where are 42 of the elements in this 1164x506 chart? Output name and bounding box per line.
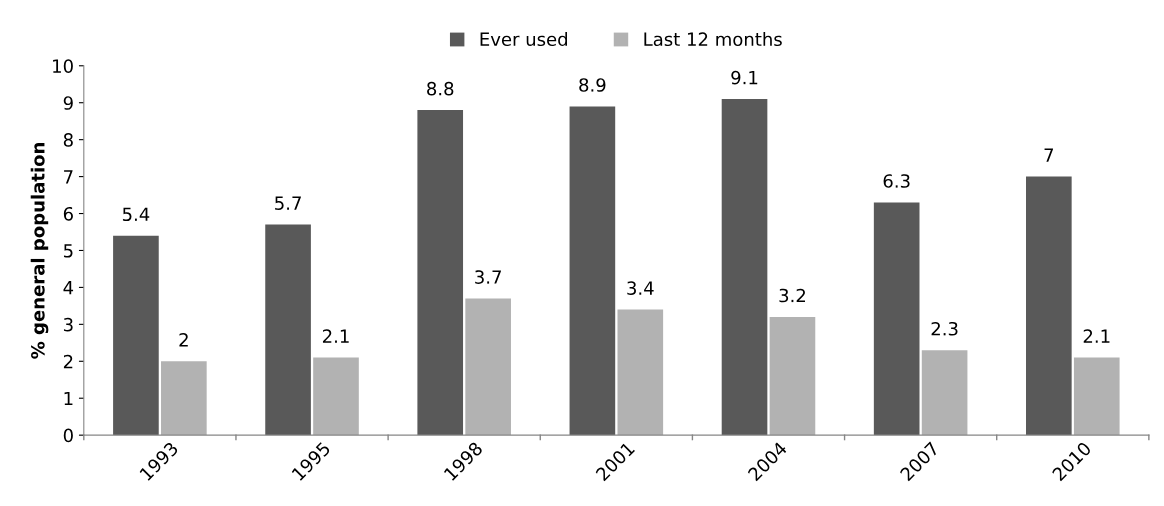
data-label: 2.3 (931, 321, 958, 336)
data-label: 3.7 (475, 270, 501, 284)
y-tick-label: 1 (64, 391, 73, 406)
bar (465, 298, 511, 436)
y-tick-label: 8 (63, 133, 73, 147)
bar (921, 350, 968, 436)
bar (1073, 357, 1120, 436)
data-label: 5.4 (122, 207, 150, 222)
data-label: 9.1 (731, 70, 758, 85)
bar (113, 235, 159, 436)
bar (569, 106, 616, 436)
data-label: 2.1 (322, 329, 349, 343)
y-tick-label: 6 (63, 206, 73, 221)
bar (617, 309, 664, 436)
y-tick-label: 2 (63, 354, 73, 369)
data-label: 2 (179, 333, 188, 347)
y-tick-label: 7 (64, 170, 73, 184)
y-tick-label: 9 (63, 96, 73, 110)
data-label: 3.2 (779, 288, 805, 303)
bar (313, 357, 359, 436)
data-label: 8.9 (579, 78, 606, 92)
y-axis-title: % general population (30, 143, 49, 359)
data-label: 7 (1044, 148, 1054, 162)
data-label: 8.8 (427, 81, 454, 96)
bar (873, 202, 920, 436)
bar (769, 316, 816, 436)
y-tick-label: 3 (63, 317, 73, 332)
data-label: 2.1 (1083, 329, 1110, 343)
bar (265, 224, 311, 436)
y-tick-label: 0 (63, 428, 73, 443)
legend-label: Ever used (480, 32, 567, 47)
bar (721, 99, 768, 436)
data-label: 6.3 (883, 174, 910, 188)
legend-label: Last 12 months (644, 32, 782, 47)
y-tick-label: 5 (63, 244, 73, 258)
y-tick-label: 10 (53, 59, 73, 73)
bar (161, 361, 207, 436)
bar (417, 110, 464, 436)
data-label: 5.7 (275, 196, 301, 210)
y-tick-label: 4 (63, 281, 74, 295)
data-label: 3.4 (627, 281, 654, 295)
bar (1026, 176, 1072, 436)
